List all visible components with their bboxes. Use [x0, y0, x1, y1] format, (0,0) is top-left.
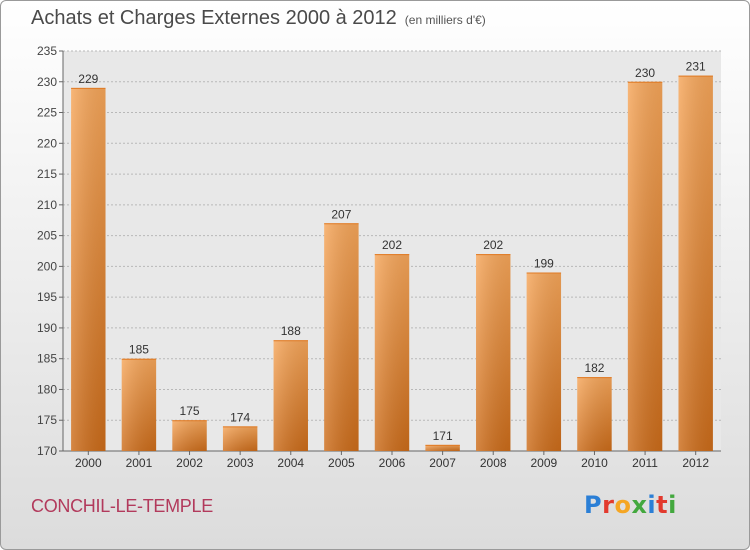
data-label: 182 — [584, 361, 604, 375]
y-tick-label: 190 — [37, 321, 57, 335]
bar-shade-2006 — [374, 254, 410, 451]
data-label: 188 — [281, 324, 301, 338]
x-tick-label: 2012 — [682, 456, 709, 470]
y-tick-label: 215 — [37, 167, 57, 181]
data-label: 229 — [78, 72, 98, 86]
y-tick-label: 220 — [37, 136, 57, 150]
y-tick-label: 205 — [37, 229, 57, 243]
y-tick-label: 230 — [37, 75, 57, 89]
y-tick-label: 175 — [37, 413, 57, 427]
data-label: 202 — [483, 238, 503, 252]
y-tick-label: 185 — [37, 352, 57, 366]
x-tick-label: 2010 — [581, 456, 608, 470]
bar-shade-2001 — [121, 358, 157, 451]
data-label: 207 — [331, 207, 351, 221]
bar-shade-2003 — [222, 426, 258, 451]
bar-shade-2012 — [678, 75, 713, 451]
y-tick-label: 225 — [37, 106, 57, 120]
data-label: 199 — [534, 257, 554, 271]
data-label: 185 — [129, 343, 149, 357]
bar-shade-2007 — [425, 444, 460, 451]
proxiti-logo: Proxiti — [584, 491, 677, 519]
data-label: 175 — [180, 404, 200, 418]
data-label: 202 — [382, 238, 402, 252]
y-tick-label: 170 — [37, 444, 57, 458]
y-tick-label: 235 — [37, 44, 57, 58]
chart-title: Achats et Charges Externes 2000 à 2012 (e… — [31, 7, 486, 30]
x-tick-label: 2003 — [227, 456, 254, 470]
bar-shade-2000 — [71, 87, 106, 451]
bar-shade-2004 — [273, 340, 308, 451]
x-tick-label: 2005 — [328, 456, 355, 470]
bar-shade-2008 — [476, 254, 511, 451]
commune-name: CONCHIL-LE-TEMPLE — [31, 496, 213, 516]
x-tick-label: 2006 — [379, 456, 406, 470]
data-label: 171 — [433, 429, 453, 443]
x-tick-label: 2009 — [530, 456, 557, 470]
bar-shade-2005 — [324, 223, 359, 451]
x-tick-label: 2008 — [480, 456, 507, 470]
chart-title-text: Achats et Charges Externes 2000 à 2012 — [31, 7, 397, 29]
y-tick-label: 210 — [37, 198, 57, 212]
x-tick-label: 2002 — [176, 456, 203, 470]
x-tick-label: 2001 — [126, 456, 153, 470]
bar-shade-2010 — [577, 377, 612, 451]
x-tick-label: 2011 — [632, 456, 658, 470]
bar-shade-2009 — [526, 272, 562, 451]
data-label: 230 — [635, 66, 655, 80]
y-tick-label: 195 — [37, 290, 57, 304]
bar-shade-2002 — [172, 420, 207, 451]
x-tick-label: 2007 — [429, 456, 456, 470]
y-tick-label: 180 — [37, 382, 57, 396]
data-label: 174 — [230, 410, 250, 424]
x-tick-label: 2004 — [277, 456, 304, 470]
y-tick-label: 200 — [37, 259, 57, 273]
bar-shade-2011 — [627, 81, 663, 452]
data-label: 231 — [686, 60, 706, 74]
chart-unit: (en milliers d'€) — [404, 13, 486, 27]
x-tick-label: 2000 — [75, 456, 102, 470]
